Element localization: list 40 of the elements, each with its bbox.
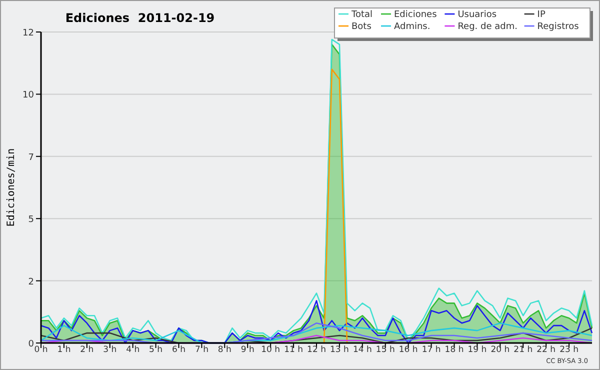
x-tick-label: 3 h [103, 345, 117, 355]
x-tick-label: 20 h [490, 345, 510, 355]
y-tick-label: 5 [28, 215, 34, 226]
x-tick-label: 21 h [514, 345, 533, 355]
chart-title: Ediciones 2011-02-19 [65, 11, 215, 25]
x-tick-label: 11 h [284, 345, 303, 355]
x-tick-label: 0 h [34, 345, 48, 355]
legend-label: Usuarios [458, 10, 497, 20]
x-tick-label: 19 h [468, 345, 487, 355]
y-tick-label: 2 [28, 277, 34, 288]
x-tick-label: 9 h [240, 345, 254, 355]
x-tick-label: 18 h [444, 345, 464, 355]
legend-label: IP [537, 10, 546, 20]
x-tick-label: 2 h [80, 345, 94, 355]
x-tick-label: 8 h [218, 345, 232, 355]
y-tick-label: 0 [28, 340, 34, 350]
x-tick-label: 13 h [330, 345, 349, 355]
y-tick-label: 12 [22, 28, 34, 38]
x-tick-label: 7 h [194, 345, 208, 355]
y-axis-title: Ediciones/min [6, 148, 17, 227]
x-tick-label: 4 h [126, 345, 140, 355]
x-tick-label: 15 h [376, 345, 395, 355]
x-tick-label: 17 h [422, 345, 441, 355]
x-tick-label: 6 h [172, 345, 186, 355]
legend-label: Bots [352, 22, 372, 32]
x-tick-label: 22 h [536, 345, 556, 355]
legend-label: Ediciones [394, 10, 438, 20]
x-tick-label: 1 h [57, 345, 71, 355]
x-tick-label: 14 h [352, 345, 372, 355]
x-tick-label: 5 h [149, 345, 163, 355]
legend-label: Admins. [394, 22, 430, 32]
x-tick-label: 23 h [560, 345, 578, 355]
x-tick-label: 16 h [398, 345, 418, 355]
x-tick-label: 12 h [307, 345, 326, 355]
x-tick-label: 10 h [261, 345, 280, 355]
legend-label: Total [350, 10, 373, 20]
legend-label: Reg. de adm. [458, 22, 518, 32]
y-tick-label: 7 [28, 152, 34, 163]
legend-label: Registros [537, 22, 580, 32]
y-tick-label: 10 [22, 90, 34, 101]
